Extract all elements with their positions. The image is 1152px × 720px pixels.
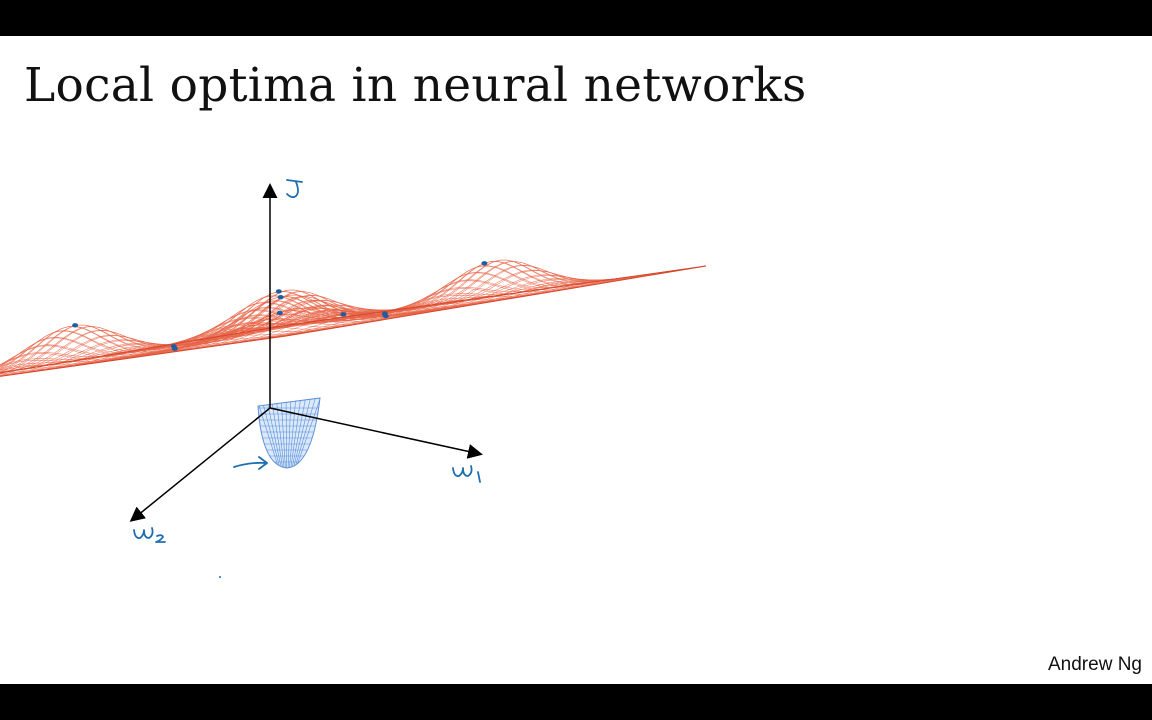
well-mesh-line: [290, 398, 302, 468]
well-mesh-line: [260, 398, 281, 468]
surface-mesh-line: [0, 291, 402, 376]
cost-surface: [0, 259, 707, 377]
surface-mesh-line: [181, 259, 606, 343]
surface-mesh-line: [138, 286, 559, 358]
j-axis-label: [286, 179, 303, 199]
well-mesh-line: [280, 398, 286, 468]
well-mesh-line: [292, 398, 312, 468]
local-optimum-marker: [275, 289, 282, 294]
well-mesh-line: [275, 398, 285, 468]
slide: Local optima in neural networks: [0, 36, 1152, 684]
cost-surface-diagram: [0, 179, 707, 578]
well-mesh-line: [288, 398, 297, 468]
surface-mesh-line: [0, 329, 323, 373]
well-pointer-arrow: [233, 456, 268, 470]
local-optimum-marker: [276, 310, 283, 316]
well-mesh-line: [293, 398, 317, 468]
well-mesh-line: [291, 398, 307, 468]
surface-mesh-line: [175, 261, 596, 352]
w1-axis-label: [452, 465, 481, 483]
well-mesh-line: [295, 398, 320, 468]
stray-dot: [219, 576, 221, 578]
local-optima-markers: [72, 261, 488, 351]
well-mesh-line: [285, 398, 288, 468]
author-label: Andrew Ng: [1048, 654, 1142, 675]
w1-axis: [269, 407, 483, 459]
surface-mesh-line: [0, 319, 329, 369]
well-mesh-line: [258, 398, 280, 468]
local-optimum-marker: [72, 323, 79, 328]
well-mesh-line: [287, 398, 292, 468]
local-optimum-marker: [171, 346, 178, 351]
surface-mesh-line: [0, 317, 338, 367]
surface-mesh-line: [245, 271, 670, 333]
local-optimum-marker: [340, 312, 347, 317]
slide-title: Local optima in neural networks: [24, 58, 807, 113]
surface-edge: [0, 265, 707, 377]
surface-mesh-line: [184, 259, 605, 351]
w2-axis: [129, 407, 271, 522]
w2-axis-label: [133, 527, 166, 543]
local-optimum-marker: [277, 295, 284, 300]
surface-mesh-line: [0, 331, 314, 375]
local-optimum-marker: [381, 311, 388, 316]
local-optimum-marker: [481, 261, 488, 266]
surface-mesh-line: [0, 295, 375, 370]
surface-mesh-line: [0, 289, 393, 375]
axes: [129, 183, 483, 522]
